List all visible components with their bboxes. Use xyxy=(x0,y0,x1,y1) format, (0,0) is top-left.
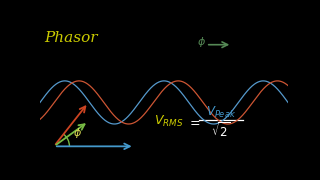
Text: $\sqrt{2}$: $\sqrt{2}$ xyxy=(211,122,230,140)
Text: $\phi$: $\phi$ xyxy=(197,35,206,49)
Text: $V_{RMS}$: $V_{RMS}$ xyxy=(154,114,183,129)
Text: $V_{Peak}$: $V_{Peak}$ xyxy=(205,105,236,120)
Text: $\phi$: $\phi$ xyxy=(73,126,82,140)
Text: Phasor: Phasor xyxy=(45,31,98,45)
Text: $=$: $=$ xyxy=(187,115,201,128)
